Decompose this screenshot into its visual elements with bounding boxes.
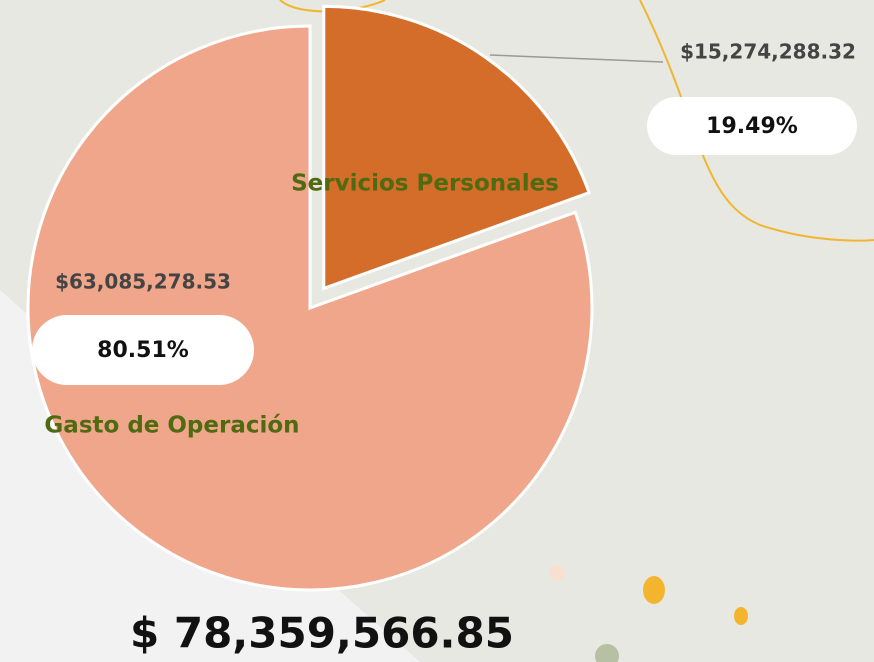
- percent-label: 80.51%: [97, 338, 189, 363]
- amount-label: $15,274,288.32: [680, 40, 856, 64]
- category-label: Servicios Personales: [291, 171, 559, 197]
- category-label: Gasto de Operación: [44, 413, 299, 439]
- chart: $15,274,288.32 19.49% Servicios Personales…: [0, 0, 874, 662]
- decor-dot: [734, 607, 748, 625]
- decor-dot: [643, 576, 665, 604]
- percent-label: 19.49%: [706, 114, 798, 139]
- total: $ 78,359,566.85: [130, 609, 514, 658]
- amount-label: $63,085,278.53: [55, 270, 231, 294]
- decor-dot: [549, 565, 565, 581]
